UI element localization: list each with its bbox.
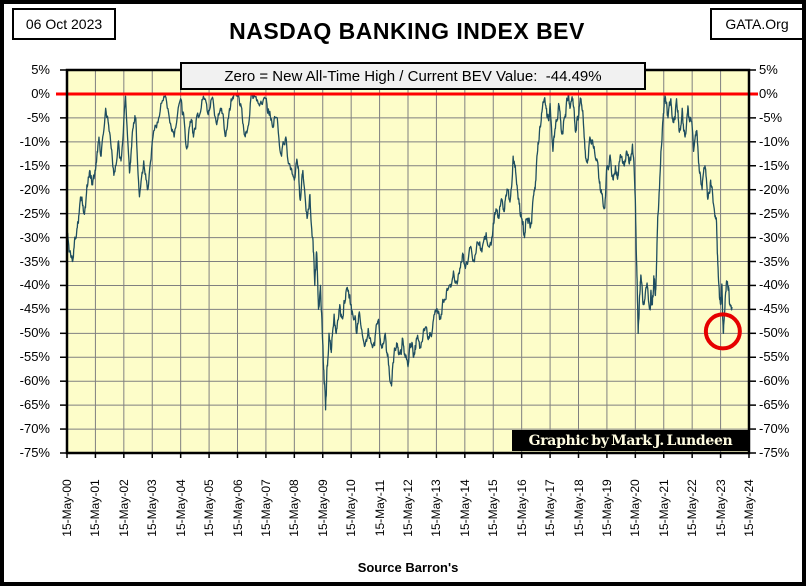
x-axis-label: 15-May-19 [599,479,614,537]
y-axis-label-right: -65% [759,397,790,413]
bev-series-line [66,93,733,411]
y-axis-label-left: -60% [19,373,50,389]
annotation-text: Zero = New All-Time High / Current BEV V… [224,67,602,85]
y-axis-label-right: -55% [759,349,790,365]
y-axis-label-left: -5% [26,109,50,125]
x-axis-label: 15-May-12 [401,479,415,537]
y-axis-label-right: -15% [759,157,790,173]
x-axis-label: 15-May-23 [713,479,728,537]
x-axis-label: 15-May-09 [315,479,330,537]
y-axis-label-left: -75% [19,445,50,460]
y-axis-label-left: -40% [19,277,50,293]
x-axis-label: 15-May-16 [514,479,529,537]
watermark-text: Graphic by Mark J. Lundeen [528,432,733,449]
x-axis-label: 15-May-10 [344,479,359,537]
y-axis-label-right: -70% [759,421,790,437]
x-axis-label: 15-May-14 [457,479,472,537]
x-axis-label: 15-May-01 [88,479,103,537]
y-axis-label-right: -45% [759,301,790,317]
page-title: NASDAQ BANKING INDEX BEV [229,18,585,44]
x-axis-label: 15-May-17 [543,479,558,537]
y-axis-label-right: -30% [759,229,790,245]
date-label: 06 Oct 2023 [25,16,103,32]
y-axis-label-right: -75% [759,445,790,460]
x-axis-label: 15-May-06 [230,479,245,537]
zero-line-annotation: Zero = New All-Time High / Current BEV V… [180,62,646,90]
y-axis-label-left: 0% [31,85,50,101]
y-axis-label-left: 5% [31,62,50,77]
y-axis-label-left: -55% [19,349,50,365]
x-axis-label: 15-May-20 [628,479,643,537]
y-axis-label-right: -40% [759,277,790,293]
watermark-box: Graphic by Mark J. Lundeen [512,430,749,451]
x-axis-label: 15-May-18 [571,479,586,537]
y-axis-label-right: -25% [759,205,790,221]
y-axis-label-right: -10% [759,133,790,149]
y-axis-label-right: 0% [759,85,778,101]
x-axis-label: 15-May-03 [145,479,160,537]
y-axis-label-left: -50% [19,325,50,341]
y-axis-label-left: -15% [19,157,50,173]
x-axis-label: 15-May-00 [60,479,74,537]
x-axis-label: 15-May-08 [287,479,302,537]
x-axis-label: 15-May-02 [116,479,131,537]
highlight-circle [703,312,742,351]
y-axis-label-right: -5% [759,109,783,125]
y-axis-label-left: -20% [19,181,50,197]
y-axis-label-left: -45% [19,301,50,317]
x-axis-label: 15-May-15 [486,479,501,537]
y-axis-label-left: -65% [19,397,50,413]
y-axis-label-right: -35% [759,253,790,269]
x-axis-label: 15-May-11 [372,479,387,537]
bev-chart-plot [56,68,758,458]
y-axis-label-left: -10% [19,133,50,149]
y-axis-label-left: -25% [19,205,50,221]
gata-org-label: GATA.Org [725,16,789,32]
x-axis-label: 15-May-07 [258,479,273,537]
gata-org-box: GATA.Org [710,8,802,40]
date-box: 06 Oct 2023 [12,8,116,40]
source-label: Source Barron's [357,560,459,575]
y-axis-label-right: -50% [759,325,790,341]
y-axis-label-right: -20% [759,181,790,197]
x-axis-label: 15-May-21 [656,479,671,537]
y-axis-label-right: -60% [759,373,790,389]
y-axis-label-left: -30% [19,229,50,245]
x-axis-label: 15-May-13 [429,479,444,537]
y-axis-label-left: -35% [19,253,50,269]
x-axis-label: 15-May-22 [685,479,700,537]
y-axis-label-left: -70% [19,421,50,437]
y-axis-label-right: 5% [759,62,778,77]
x-axis-label: 15-May-04 [173,479,188,537]
x-axis-label: 15-May-05 [202,479,217,537]
x-axis-label: 15-May-24 [742,479,756,537]
